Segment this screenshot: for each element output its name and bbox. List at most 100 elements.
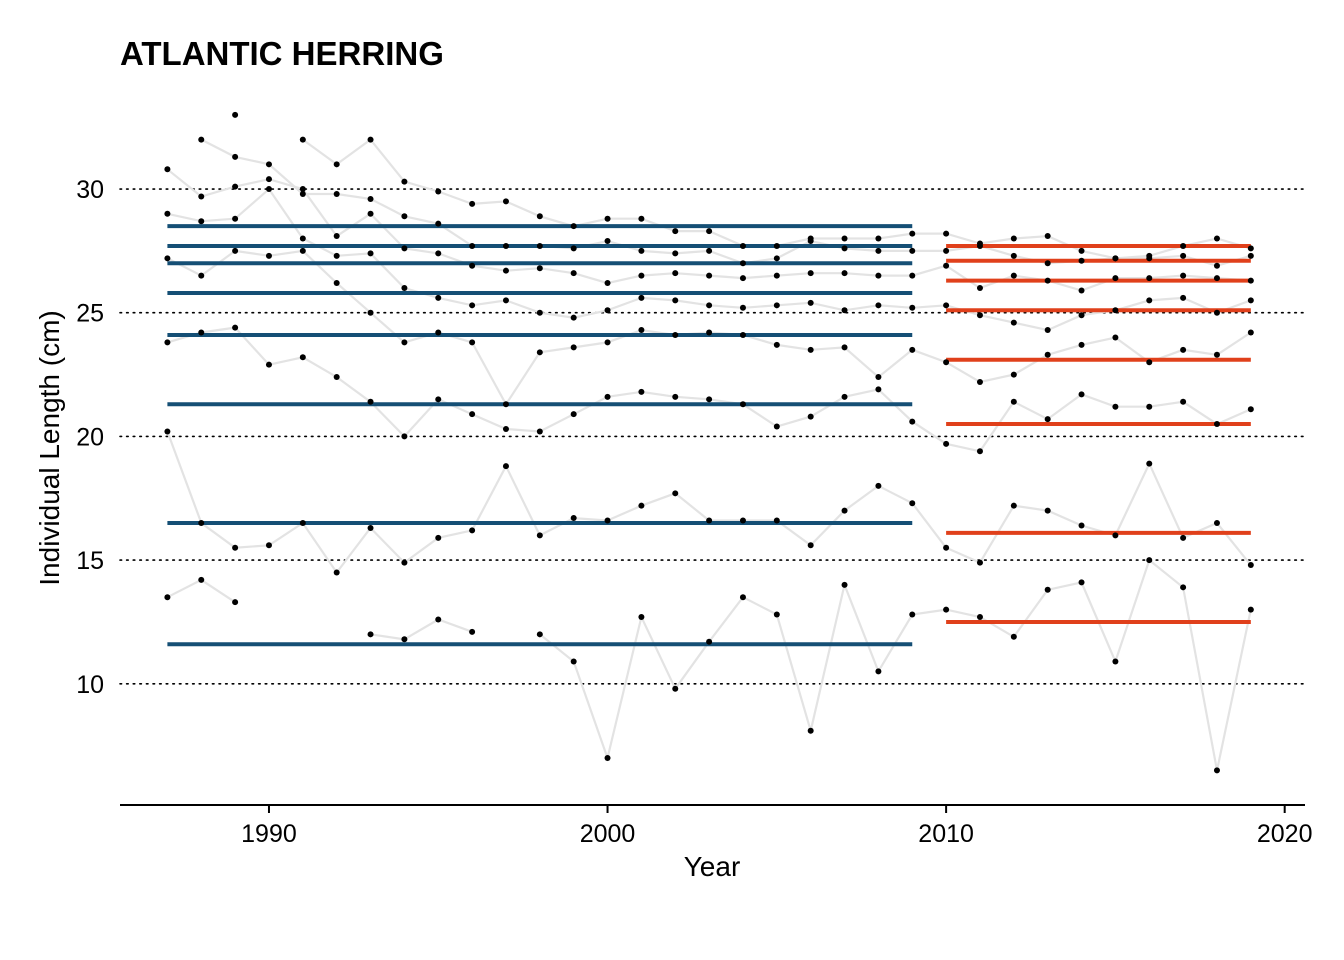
data-point (502, 401, 509, 408)
data-point (1044, 260, 1051, 267)
data-point (1112, 255, 1119, 262)
data-point (570, 223, 577, 230)
data-point (638, 272, 645, 279)
data-point (536, 242, 543, 249)
data-point (536, 532, 543, 539)
data-point (1213, 235, 1220, 242)
data-point (604, 280, 611, 287)
data-point (739, 260, 746, 267)
data-point (604, 215, 611, 222)
x-axis-title: Year (684, 851, 741, 882)
data-point (1044, 507, 1051, 514)
data-point (773, 272, 780, 279)
data-point (672, 297, 679, 304)
data-point (299, 354, 306, 361)
data-point (841, 245, 848, 252)
data-point (469, 339, 476, 346)
data-point (536, 349, 543, 356)
data-point (469, 200, 476, 207)
data-point (1180, 346, 1187, 353)
data-point (773, 255, 780, 262)
data-point (435, 250, 442, 257)
data-point (672, 270, 679, 277)
data-point (1247, 277, 1254, 284)
data-point (672, 250, 679, 257)
data-point (875, 235, 882, 242)
data-point (435, 294, 442, 301)
data-point (976, 448, 983, 455)
data-point (198, 576, 205, 583)
data-point (875, 374, 882, 381)
data-point (232, 183, 239, 190)
data-point (672, 393, 679, 400)
data-point (401, 339, 408, 346)
data-point (435, 220, 442, 227)
data-point (1146, 403, 1153, 410)
data-point (570, 411, 577, 418)
data-point (469, 628, 476, 635)
data-point (976, 559, 983, 566)
data-points (164, 111, 1254, 774)
data-point (1213, 262, 1220, 269)
y-tick-label: 20 (76, 423, 104, 451)
data-point (1044, 416, 1051, 423)
data-point (943, 262, 950, 269)
data-point (1078, 287, 1085, 294)
data-point (1044, 233, 1051, 240)
data-point (807, 299, 814, 306)
data-point (299, 247, 306, 254)
data-point (672, 685, 679, 692)
data-point (943, 544, 950, 551)
data-point (706, 302, 713, 309)
data-point (841, 270, 848, 277)
data-point (1247, 606, 1254, 613)
data-point (536, 428, 543, 435)
data-point (1078, 522, 1085, 529)
data-point (1146, 557, 1153, 564)
data-point (638, 614, 645, 620)
data-point (1010, 319, 1017, 326)
data-point (1112, 307, 1119, 314)
data-point (807, 542, 814, 549)
data-point (706, 638, 713, 645)
data-point (943, 230, 950, 237)
data-point (1146, 252, 1153, 259)
data-point (367, 195, 374, 202)
data-point (638, 215, 645, 222)
trajectory-line (302, 138, 1252, 260)
data-point (265, 161, 272, 168)
data-point (943, 247, 950, 254)
data-point (604, 307, 611, 314)
data-point (875, 668, 882, 675)
data-point (773, 611, 780, 618)
data-point (1247, 329, 1254, 336)
data-point (875, 302, 882, 309)
data-point (1112, 334, 1119, 341)
data-point (1213, 309, 1220, 316)
data-point (299, 235, 306, 242)
data-point (1078, 341, 1085, 348)
data-point (739, 594, 746, 601)
data-point (909, 500, 916, 507)
y-tick-label: 30 (76, 176, 104, 204)
data-point (401, 178, 408, 185)
data-point (1044, 277, 1051, 284)
data-point (265, 542, 272, 549)
x-tick-label: 2020 (1257, 820, 1313, 848)
data-point (232, 599, 239, 606)
data-point (367, 136, 374, 143)
data-point (638, 294, 645, 301)
data-point (1078, 391, 1085, 398)
data-point (706, 396, 713, 403)
gridlines (119, 188, 1306, 685)
data-point (943, 359, 950, 366)
data-point (841, 307, 848, 314)
data-point (435, 188, 442, 195)
data-point (367, 250, 374, 257)
data-point (1044, 351, 1051, 358)
x-tick-label: 2010 (918, 820, 974, 848)
data-point (1010, 502, 1017, 509)
data-point (909, 230, 916, 237)
data-point (1180, 294, 1187, 301)
